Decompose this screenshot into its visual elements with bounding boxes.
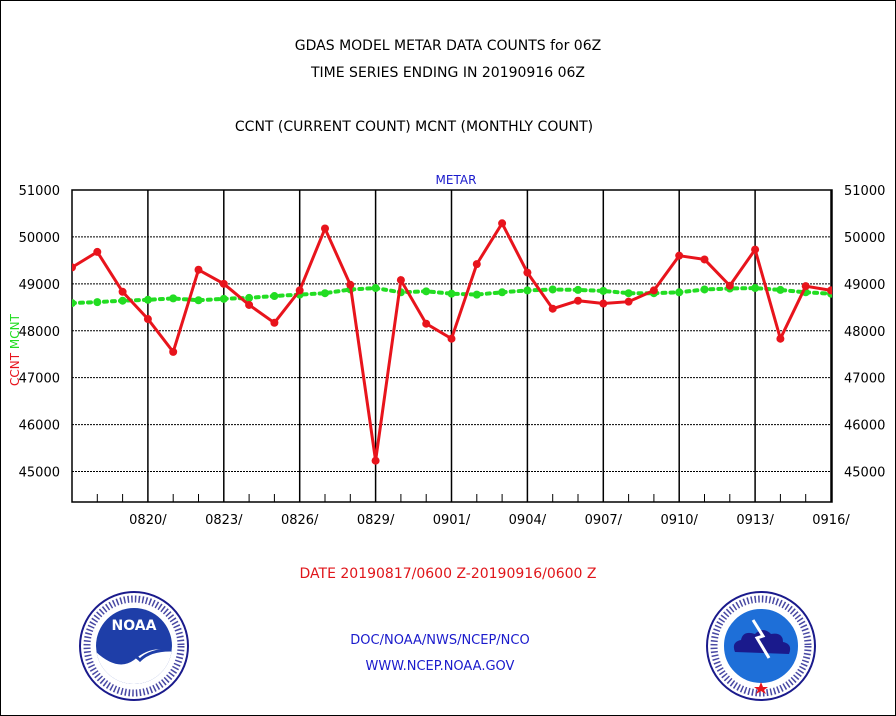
date-range-label: DATE 20190817/0600 Z-20190916/0600 Z — [299, 566, 597, 582]
y-tick-label-left: 48000 — [19, 325, 60, 340]
chart-title-line2: TIME SERIES ENDING IN 20190916 06Z — [311, 65, 585, 81]
data-point-ccnt — [371, 456, 380, 465]
y-tick-label-left: 49000 — [19, 278, 60, 293]
nws-logo[interactable] — [705, 590, 817, 702]
data-point-mcnt — [700, 285, 709, 294]
data-point-mcnt — [93, 298, 102, 307]
data-point-mcnt — [321, 289, 329, 298]
data-point-ccnt — [295, 286, 304, 295]
data-point-ccnt — [245, 300, 254, 309]
y-tick-label-right: 51000 — [844, 184, 885, 199]
data-point-ccnt — [498, 219, 507, 228]
data-point-ccnt — [422, 319, 431, 328]
y-axis-label-ccnt: CCNT — [8, 352, 22, 386]
y-tick-label-right: 46000 — [844, 419, 885, 434]
data-point-mcnt — [776, 285, 785, 294]
data-point-mcnt — [675, 288, 684, 297]
data-point-ccnt — [751, 245, 760, 254]
x-tick-label: 0910/ — [660, 513, 698, 528]
y-tick-label-left: 46000 — [19, 419, 60, 434]
data-point-ccnt — [624, 297, 633, 306]
nws-logo-icon — [706, 591, 816, 701]
data-point-mcnt — [143, 295, 152, 304]
noaa-logo[interactable]: NOAA — [78, 590, 190, 702]
data-point-mcnt — [472, 290, 481, 299]
data-point-mcnt — [548, 285, 557, 294]
data-point-ccnt — [143, 315, 152, 324]
axis-labels: 45000 45000 46000 46000 47000 47000 48000 48000… — [8, 173, 885, 528]
y-axis-label-mcnt: MCNT — [8, 313, 22, 349]
x-tick-label: 0907/ — [585, 513, 623, 528]
data-point-ccnt — [700, 255, 709, 264]
data-point-ccnt — [548, 304, 557, 313]
data-point-mcnt — [751, 284, 760, 293]
data-point-ccnt — [574, 296, 582, 305]
chart-title-metar: METAR — [436, 173, 477, 187]
data-point-mcnt — [498, 288, 507, 297]
data-point-ccnt — [169, 347, 178, 356]
data-point-mcnt — [270, 292, 279, 301]
x-tick-label: 0823/ — [205, 513, 243, 528]
data-point-mcnt — [422, 287, 431, 296]
data-point-ccnt — [776, 334, 785, 343]
data-point-ccnt — [396, 276, 405, 285]
x-tick-label: 0829/ — [357, 513, 395, 528]
data-point-ccnt — [649, 286, 658, 295]
website-link[interactable]: WWW.NCEP.NOAA.GOV — [365, 659, 515, 674]
y-tick-label-right: 50000 — [844, 231, 885, 246]
y-tick-label-left: 45000 — [19, 466, 60, 481]
data-point-mcnt — [118, 296, 127, 305]
data-point-mcnt — [219, 294, 228, 303]
data-point-ccnt — [194, 265, 203, 274]
x-tick-label: 0826/ — [281, 513, 319, 528]
data-point-mcnt — [169, 294, 178, 303]
grid — [71, 189, 833, 503]
chart-title-line1: GDAS MODEL METAR DATA COUNTS for 06Z — [294, 38, 602, 54]
series-ccnt — [72, 219, 832, 465]
y-tick-label-right: 49000 — [844, 278, 885, 293]
data-point-ccnt — [219, 279, 228, 288]
data-point-mcnt — [447, 289, 456, 298]
noaa-logo-text: NOAA — [112, 618, 157, 634]
y-axis-label: CCNT MCNT — [8, 313, 22, 386]
data-point-ccnt — [346, 280, 355, 289]
data-point-mcnt — [523, 286, 532, 295]
y-tick-label-right: 48000 — [844, 325, 885, 340]
y-tick-label-left: 51000 — [19, 184, 60, 199]
x-tick-label: 0916/ — [812, 513, 850, 528]
data-point-ccnt — [675, 251, 684, 260]
data-point-ccnt — [599, 299, 608, 308]
data-point-mcnt — [194, 296, 203, 305]
data-point-ccnt — [827, 286, 832, 295]
data-point-mcnt — [245, 293, 254, 302]
y-tick-label-right: 45000 — [844, 466, 885, 481]
data-point-mcnt — [624, 289, 633, 298]
data-point-ccnt — [321, 224, 329, 233]
x-tick-label: 0913/ — [736, 513, 774, 528]
data-point-ccnt — [118, 287, 127, 296]
data-point-ccnt — [447, 334, 456, 343]
chart-subtitle: CCNT (CURRENT COUNT) MCNT (MONTHLY COUNT… — [234, 119, 594, 135]
x-tick-label: 0820/ — [129, 513, 167, 528]
data-point-mcnt — [371, 284, 380, 293]
y-tick-label-left: 50000 — [19, 231, 60, 246]
data-point-ccnt — [523, 268, 532, 277]
data-point-ccnt — [270, 318, 279, 327]
series-mcnt — [72, 284, 832, 308]
data-point-ccnt — [472, 260, 481, 269]
data-point-ccnt — [72, 263, 76, 272]
data-point-ccnt — [801, 282, 810, 291]
data-point-mcnt — [599, 286, 608, 295]
x-tick-label: 0901/ — [433, 513, 471, 528]
data-point-mcnt — [574, 285, 582, 294]
org-path-link[interactable]: DOC/NOAA/NWS/NCEP/NCO — [350, 633, 530, 648]
y-tick-label-right: 47000 — [844, 372, 885, 387]
data-point-mcnt — [72, 299, 76, 308]
x-tick-label: 0904/ — [509, 513, 547, 528]
y-tick-label-left: 47000 — [19, 372, 60, 387]
data-point-ccnt — [725, 281, 734, 290]
noaa-logo-icon: NOAA — [79, 591, 189, 701]
data-point-ccnt — [93, 247, 102, 256]
